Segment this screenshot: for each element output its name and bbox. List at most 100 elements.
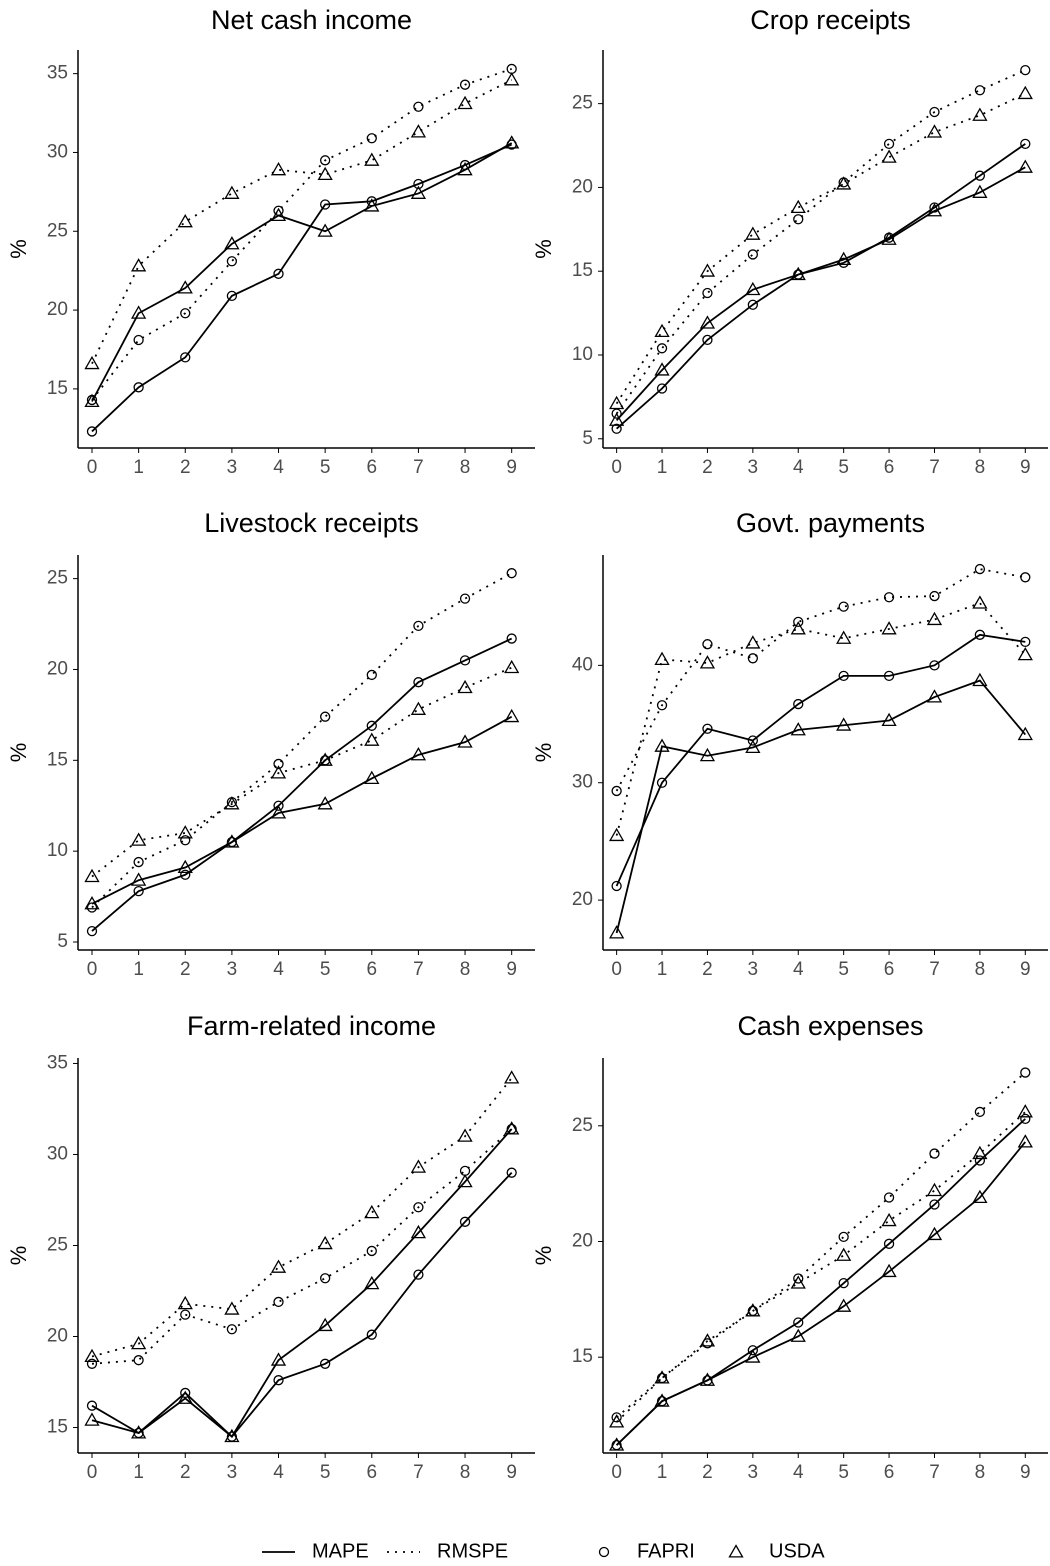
circle-marker	[1020, 572, 1031, 583]
triangle-marker	[364, 1204, 380, 1219]
series-line	[615, 1118, 1026, 1446]
series-line	[91, 572, 513, 909]
panel-title: Cash expenses	[737, 1011, 923, 1041]
triangle-marker	[177, 859, 193, 874]
circle-marker	[506, 63, 517, 75]
triangle-marker	[410, 185, 427, 199]
legend-marker	[728, 1544, 744, 1558]
triangle-marker	[131, 258, 147, 272]
circle-marker	[86, 1400, 98, 1411]
x-tick-label: 6	[366, 959, 377, 980]
triangle-marker	[745, 635, 761, 649]
triangle-marker	[177, 1295, 193, 1310]
circle-marker	[273, 800, 284, 811]
y-tick-label: 30	[47, 1143, 68, 1164]
x-tick-label: 4	[793, 457, 804, 478]
triangle-marker	[1017, 1104, 1033, 1118]
circle-marker	[929, 1148, 940, 1159]
circle-marker	[459, 79, 471, 90]
circle-marker	[413, 178, 424, 190]
x-tick-label: 7	[929, 1462, 940, 1483]
triangle-marker	[224, 796, 240, 810]
panel-title: Farm-related income	[187, 1011, 436, 1041]
circle-marker	[974, 563, 986, 575]
series-line	[91, 79, 513, 365]
x-tick-label: 2	[702, 959, 713, 980]
triangle-marker	[926, 1182, 943, 1197]
y-tick-label: 25	[47, 220, 68, 241]
circle-marker	[273, 268, 284, 279]
series-line	[615, 602, 1026, 836]
x-tick-label: 1	[133, 959, 144, 980]
circle-marker	[974, 170, 986, 181]
triangle-marker	[699, 1333, 716, 1347]
triangle-marker	[926, 1226, 943, 1241]
triangle-marker	[317, 223, 333, 237]
circle-marker	[747, 299, 758, 310]
x-tick-label: 2	[180, 457, 191, 478]
circle-marker	[86, 426, 98, 437]
triangle-marker	[410, 124, 427, 138]
circle-marker	[506, 1167, 517, 1178]
circle-marker	[611, 785, 622, 797]
x-tick-label: 7	[413, 959, 424, 980]
circle-marker	[506, 633, 517, 644]
circle-marker	[226, 256, 238, 267]
circle-marker	[366, 669, 377, 681]
y-tick-label: 20	[572, 1231, 593, 1252]
y-tick-label: 25	[47, 568, 68, 589]
legend-label: USDA	[769, 1540, 825, 1562]
x-tick-label: 2	[180, 959, 191, 980]
circle-marker	[929, 106, 940, 118]
triangle-marker	[881, 1263, 897, 1278]
circle-marker	[413, 1269, 424, 1280]
series-line	[615, 679, 1026, 934]
triangle-marker	[177, 1390, 193, 1404]
triangle-marker	[84, 868, 100, 883]
circle-marker	[1020, 636, 1031, 648]
triangle-marker	[654, 1370, 670, 1384]
panel-title: Crop receipts	[750, 5, 911, 35]
circle-marker	[702, 723, 713, 734]
series-line	[91, 637, 513, 932]
triangle-marker	[224, 834, 240, 848]
triangle-marker	[790, 722, 806, 736]
circle-marker	[1020, 64, 1031, 76]
y-tick-label: 15	[47, 1417, 68, 1438]
circle-marker	[838, 1278, 849, 1289]
triangle-marker	[224, 1301, 240, 1315]
triangle-marker	[364, 152, 380, 166]
triangle-marker	[836, 630, 852, 644]
series-line	[91, 1128, 513, 1438]
triangle-marker	[84, 896, 100, 910]
y-tick-label: 25	[572, 93, 593, 114]
triangle-marker	[131, 832, 147, 846]
y-tick-label: 30	[572, 772, 593, 793]
series-line	[91, 1172, 513, 1438]
y-tick-label: 20	[47, 299, 68, 320]
triangle-marker	[317, 752, 333, 766]
x-tick-label: 6	[884, 1462, 895, 1483]
circle-marker	[273, 758, 284, 770]
series-line	[615, 568, 1026, 792]
y-tick-label: 20	[47, 658, 68, 679]
x-tick-label: 7	[929, 457, 940, 478]
triangle-marker	[926, 689, 943, 703]
triangle-marker	[609, 395, 625, 410]
circle-marker	[226, 1324, 238, 1335]
circle-marker	[413, 677, 424, 688]
circle-marker	[366, 1329, 377, 1340]
y-tick-label: 30	[47, 141, 68, 162]
x-tick-label: 0	[611, 1462, 622, 1483]
circle-marker	[793, 214, 804, 225]
triangle-marker	[926, 124, 943, 138]
x-tick-label: 8	[975, 959, 986, 980]
circle-marker	[793, 616, 804, 628]
x-tick-label: 9	[1020, 1462, 1031, 1483]
x-tick-label: 0	[87, 1462, 98, 1483]
circle-marker	[883, 138, 895, 149]
triangle-marker	[745, 1349, 761, 1363]
triangle-marker	[1017, 159, 1033, 173]
triangle-marker	[1017, 726, 1033, 741]
